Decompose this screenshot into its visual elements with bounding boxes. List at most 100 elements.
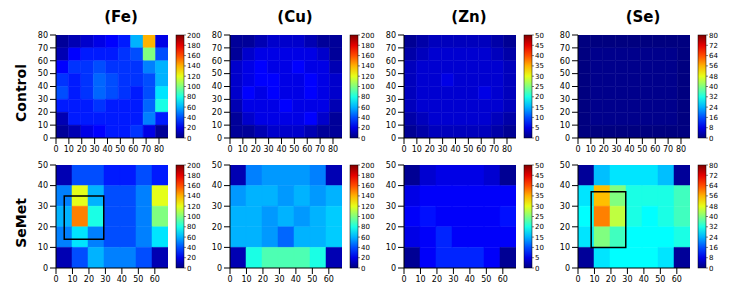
svg-text:25: 25	[535, 83, 544, 91]
svg-text:10: 10	[586, 144, 596, 153]
svg-text:50: 50	[637, 144, 647, 153]
svg-text:80: 80	[361, 93, 370, 101]
svg-text:20: 20	[38, 222, 48, 231]
svg-text:80: 80	[212, 31, 222, 40]
svg-text:180: 180	[361, 41, 374, 49]
svg-text:160: 160	[187, 182, 200, 190]
svg-text:35: 35	[535, 192, 544, 200]
svg-text:30: 30	[560, 95, 570, 104]
svg-text:0: 0	[53, 144, 58, 153]
svg-text:15: 15	[535, 103, 544, 111]
svg-text:72: 72	[709, 171, 718, 179]
svg-text:30: 30	[38, 95, 48, 104]
svg-text:80: 80	[187, 93, 196, 101]
svg-text:20: 20	[560, 222, 570, 231]
svg-text:16: 16	[709, 243, 718, 251]
svg-text:20: 20	[386, 222, 396, 231]
svg-text:0: 0	[535, 264, 539, 272]
svg-text:10: 10	[38, 120, 48, 129]
svg-text:48: 48	[709, 72, 718, 80]
svg-text:70: 70	[489, 144, 499, 153]
svg-text:100: 100	[361, 213, 374, 221]
svg-text:0: 0	[709, 134, 713, 142]
svg-text:40: 40	[535, 182, 544, 190]
svg-text:200: 200	[361, 31, 374, 39]
svg-text:50: 50	[212, 69, 222, 78]
svg-text:80: 80	[386, 31, 396, 40]
svg-text:16: 16	[709, 113, 718, 121]
svg-text:40: 40	[361, 113, 370, 121]
svg-text:40: 40	[450, 144, 460, 153]
svg-text:40: 40	[535, 52, 544, 60]
svg-text:10: 10	[535, 243, 544, 251]
svg-text:40: 40	[38, 82, 48, 91]
svg-text:120: 120	[361, 202, 374, 210]
svg-text:60: 60	[128, 144, 138, 153]
svg-text:50: 50	[463, 144, 473, 153]
svg-text:50: 50	[115, 144, 125, 153]
svg-text:60: 60	[672, 274, 682, 283]
svg-text:24: 24	[709, 233, 718, 241]
svg-text:50: 50	[133, 274, 143, 283]
svg-text:0: 0	[187, 134, 191, 142]
svg-text:20: 20	[425, 144, 435, 153]
svg-text:50: 50	[655, 274, 665, 283]
svg-text:120: 120	[187, 202, 200, 210]
svg-text:10: 10	[212, 243, 222, 252]
svg-text:80: 80	[187, 223, 196, 231]
svg-text:40: 40	[187, 243, 196, 251]
svg-text:20: 20	[38, 108, 48, 117]
svg-text:10: 10	[67, 274, 77, 283]
svg-text:60: 60	[150, 274, 160, 283]
svg-text:30: 30	[386, 95, 396, 104]
svg-text:140: 140	[361, 62, 374, 70]
svg-text:60: 60	[187, 233, 196, 241]
svg-text:60: 60	[498, 274, 508, 283]
svg-text:20: 20	[251, 144, 261, 153]
svg-text:200: 200	[187, 161, 200, 169]
svg-text:40: 40	[639, 274, 649, 283]
svg-text:40: 40	[560, 181, 570, 190]
svg-text:10: 10	[560, 120, 570, 129]
svg-text:0: 0	[361, 134, 365, 142]
svg-text:0: 0	[401, 144, 406, 153]
svg-text:30: 30	[38, 202, 48, 211]
svg-text:30: 30	[386, 202, 396, 211]
svg-text:30: 30	[90, 144, 100, 153]
svg-text:25: 25	[535, 213, 544, 221]
svg-text:180: 180	[361, 171, 374, 179]
svg-text:0: 0	[227, 274, 232, 283]
svg-text:100: 100	[361, 83, 374, 91]
svg-text:80: 80	[676, 144, 686, 153]
svg-text:40: 40	[187, 113, 196, 121]
svg-text:20: 20	[432, 274, 442, 283]
svg-text:10: 10	[38, 243, 48, 252]
svg-text:50: 50	[386, 161, 396, 170]
svg-text:60: 60	[38, 56, 48, 65]
svg-text:0: 0	[575, 144, 580, 153]
svg-text:0: 0	[227, 144, 232, 153]
svg-text:20: 20	[535, 223, 544, 231]
svg-text:80: 80	[709, 31, 718, 39]
svg-text:100: 100	[187, 83, 200, 91]
svg-text:0: 0	[43, 133, 48, 142]
svg-text:140: 140	[361, 192, 374, 200]
svg-text:0: 0	[401, 274, 406, 283]
svg-text:80: 80	[709, 161, 718, 169]
svg-text:50: 50	[560, 69, 570, 78]
svg-text:140: 140	[187, 62, 200, 70]
svg-text:30: 30	[560, 202, 570, 211]
svg-text:20: 20	[606, 274, 616, 283]
svg-text:20: 20	[535, 93, 544, 101]
svg-text:10: 10	[415, 274, 425, 283]
svg-text:40: 40	[117, 274, 127, 283]
svg-text:60: 60	[212, 56, 222, 65]
svg-text:40: 40	[212, 82, 222, 91]
svg-text:10: 10	[64, 144, 74, 153]
svg-text:64: 64	[709, 52, 718, 60]
svg-text:180: 180	[187, 41, 200, 49]
svg-text:0: 0	[535, 134, 539, 142]
svg-text:60: 60	[560, 56, 570, 65]
svg-text:0: 0	[391, 133, 396, 142]
svg-text:30: 30	[535, 202, 544, 210]
